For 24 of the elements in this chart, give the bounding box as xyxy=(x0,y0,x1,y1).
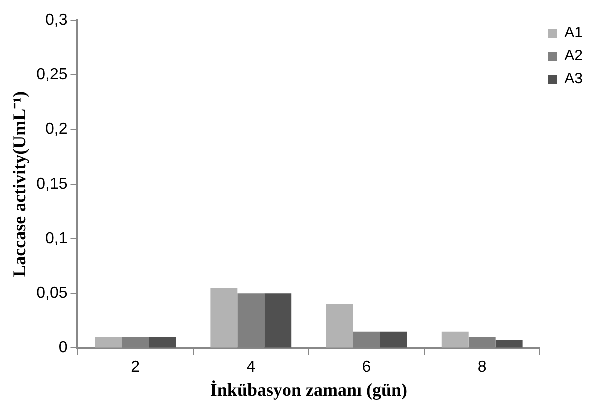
bar xyxy=(442,332,469,348)
x-tick-label: 4 xyxy=(246,359,256,376)
legend-label: A3 xyxy=(564,70,584,88)
y-tick-label: 0,15 xyxy=(36,176,68,193)
y-tick-label: 0,05 xyxy=(36,285,68,302)
x-axis-title: İnkübasyon zamanı (gün) xyxy=(210,380,408,400)
y-axis-title: Laccase activity(UmL⁻¹) xyxy=(9,91,30,278)
x-tick-label: 8 xyxy=(478,359,487,376)
bar xyxy=(264,294,292,348)
y-tick-label: 0,3 xyxy=(45,12,68,30)
bar xyxy=(95,337,122,348)
bar xyxy=(149,337,176,348)
y-tick-label: 0,1 xyxy=(45,230,68,248)
y-tick-label: 0,2 xyxy=(45,121,68,138)
bar xyxy=(496,340,523,348)
bar xyxy=(380,332,408,348)
legend-label: A2 xyxy=(564,48,584,65)
legend-label: A1 xyxy=(564,24,584,42)
x-tick-label: 6 xyxy=(362,359,372,376)
x-tick-label: 2 xyxy=(131,359,140,376)
bar xyxy=(210,288,238,348)
y-tick-label: 0,25 xyxy=(36,66,68,84)
y-tick-label: 0 xyxy=(58,340,68,357)
bar xyxy=(326,304,354,348)
